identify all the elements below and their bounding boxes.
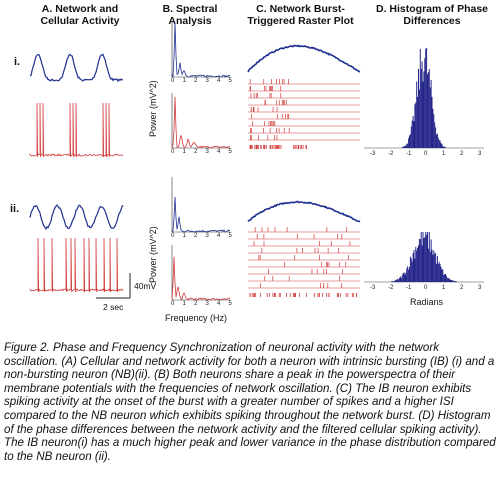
histogram-i-tick--3: -3 [370,151,376,157]
raster-group [248,79,360,297]
spectrum-cell-i [171,96,231,149]
figure-panel: A. Network and Cellular Activity B. Spec… [10,3,489,323]
histogram-group [364,48,484,283]
header-d: D. Histogram of Phase Differences [375,3,489,27]
spectra-group [171,22,231,301]
radians-label: Radians [410,297,444,307]
freq-tick-4: 4 [217,301,221,307]
freq-tick-0: 0 [171,149,175,155]
network-trace-i [29,53,124,83]
histogram-ii-tick--2: -2 [388,285,394,291]
freq-tick-0: 0 [171,78,175,84]
freq-tick-2: 2 [194,233,198,239]
burst-envelope-i [247,44,361,73]
spectrum-network-i [171,22,231,78]
freq-tick-5: 5 [228,301,232,307]
header-b: B. Spectral Analysis [162,3,218,27]
spectrum-network-ii [171,196,231,233]
histogram-i-tick-0: 0 [424,151,428,157]
scale-label-time: 2 sec [103,302,124,312]
freq-tick-3: 3 [205,233,209,239]
histogram-i-tick-1: 1 [442,151,446,157]
cell-trace-i [29,102,124,158]
freq-tick-1: 1 [182,301,186,307]
freq-tick-4: 4 [217,78,221,84]
freq-tick-1: 1 [182,149,186,155]
burst-envelope-ii [247,200,361,223]
freq-tick-5: 5 [228,78,232,84]
cell-trace-ii [29,237,124,293]
row-label-i: i. [14,56,21,68]
freq-tick-2: 2 [194,78,198,84]
freq-tick-0: 0 [171,233,175,239]
histogram-i-tick--1: -1 [406,151,412,157]
freq-tick-3: 3 [205,301,209,307]
header-a: A. Network and Cellular Activity [40,3,120,27]
histogram-i-tick-2: 2 [460,151,464,157]
histogram-i-tick--2: -2 [388,151,394,157]
freq-tick-3: 3 [205,78,209,84]
histogram-i-tick-3: 3 [478,151,482,157]
figure-caption: Figure 2. Phase and Frequency Synchroniz… [4,341,496,463]
freq-tick-2: 2 [194,149,198,155]
freq-tick-5: 5 [228,149,232,155]
freq-tick-4: 4 [217,149,221,155]
freq-tick-1: 1 [182,233,186,239]
histogram-ii-tick--3: -3 [370,285,376,291]
freq-tick-1: 1 [182,78,186,84]
power-label-ii: Power (mV^2) [148,226,158,283]
row-label-ii: ii. [10,203,20,215]
traces-svg [29,22,484,301]
freq-tick-0: 0 [171,301,175,307]
histogram-ii-tick-3: 3 [478,285,482,291]
header-c: C. Network Burst- Triggered Raster Plot [247,3,354,27]
power-label-i: Power (mV^2) [148,80,158,137]
freq-tick-3: 3 [205,149,209,155]
freq-tick-5: 5 [228,233,232,239]
freq-tick-4: 4 [217,233,221,239]
histogram-ii-tick-2: 2 [460,285,464,291]
freq-tick-2: 2 [194,301,198,307]
scale-label-voltage: 40mV [134,281,157,291]
spectrum-cell-ii [171,256,231,301]
network-trace-ii [29,204,124,231]
histogram-ii-tick--1: -1 [406,285,412,291]
frequency-label: Frequency (Hz) [165,313,228,323]
histogram-ii-tick-0: 0 [424,285,428,291]
histogram-ii-tick-1: 1 [442,285,446,291]
